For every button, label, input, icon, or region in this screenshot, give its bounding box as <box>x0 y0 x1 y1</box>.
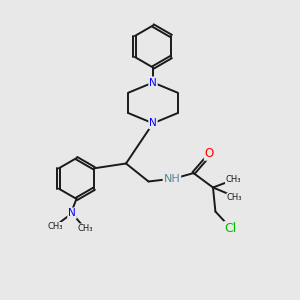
Text: N: N <box>68 208 76 218</box>
Text: N: N <box>149 118 157 128</box>
Text: CH₃: CH₃ <box>77 224 93 233</box>
Text: CH₃: CH₃ <box>225 175 241 184</box>
Text: CH₃: CH₃ <box>227 193 242 202</box>
Text: Cl: Cl <box>224 222 236 235</box>
Text: NH: NH <box>164 173 180 184</box>
Text: O: O <box>205 147 214 160</box>
Text: N: N <box>149 77 157 88</box>
Text: CH₃: CH₃ <box>48 222 63 231</box>
